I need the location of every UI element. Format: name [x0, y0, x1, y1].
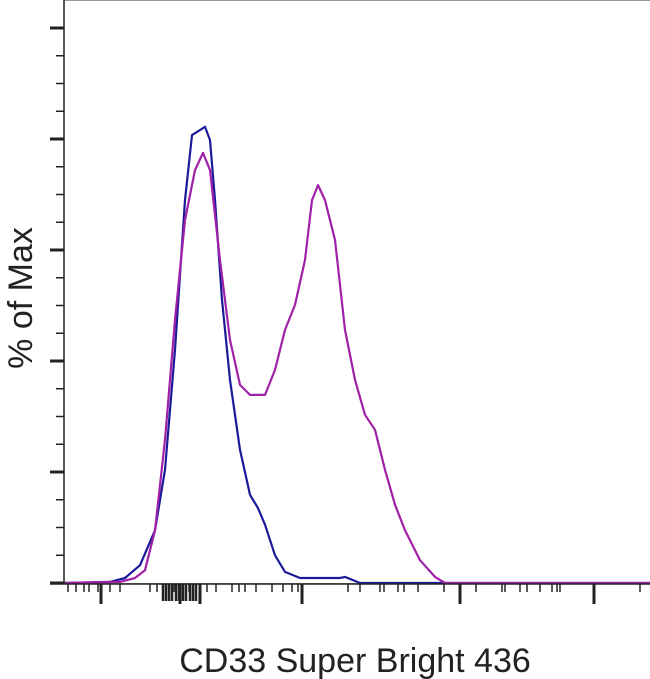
- y-axis-ticks: [50, 26, 64, 585]
- x-axis-label: CD33 Super Bright 436: [179, 642, 531, 679]
- x-axis-ticks: [67, 584, 641, 604]
- series-line-stained: [63, 151, 650, 585]
- series-line-isotype: [63, 125, 650, 585]
- plot-frame: [63, 0, 650, 584]
- y-axis-label: % of Max: [2, 227, 40, 369]
- series-lines: [63, 125, 650, 585]
